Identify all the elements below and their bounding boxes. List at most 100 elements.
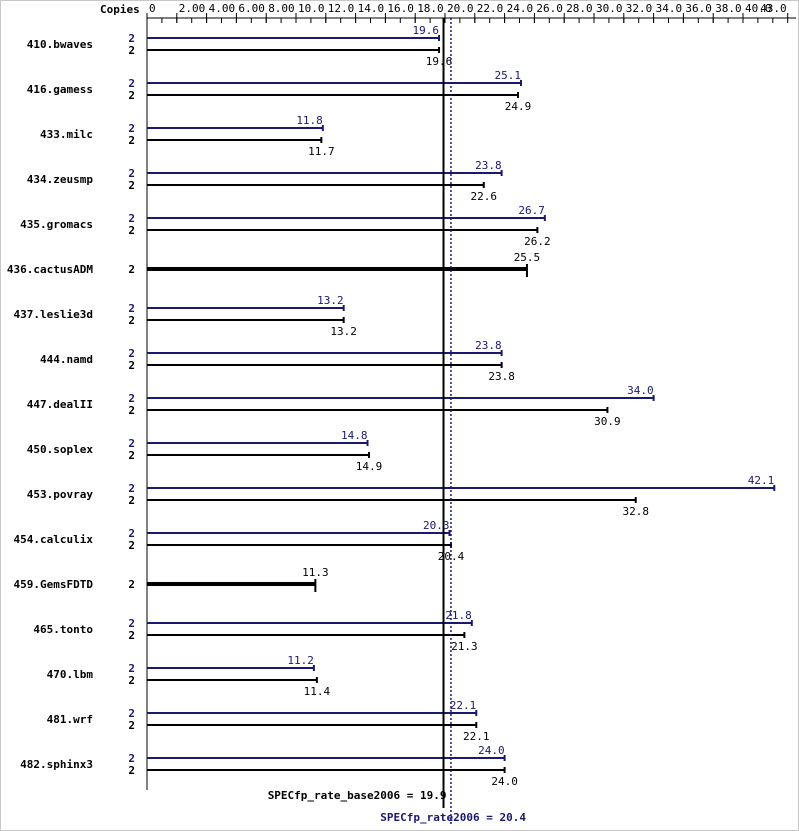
x-axis: 0 2.00 4.00 6.00 8.00 10.0 12.0 14.0 16.0 18.0 20.…	[146, 2, 796, 790]
benchmark-name: 447.dealII	[27, 398, 93, 411]
benchmark-name: 482.sphinx3	[20, 758, 93, 771]
x-tick-label: 26.0	[536, 2, 563, 15]
benchmark-row: 410.bwaves 2 19.6 2 19.6	[27, 24, 453, 68]
benchmark-name: 481.wrf	[47, 713, 93, 726]
base-copies: 2	[128, 404, 135, 417]
peak-value-label: 23.8	[475, 339, 502, 352]
peak-copies: 2	[128, 122, 135, 135]
peak-value-label: 25.1	[494, 69, 521, 82]
peak-copies: 2	[128, 527, 135, 540]
base-value-label: 26.2	[524, 235, 551, 248]
x-tick-label: 4.00	[209, 2, 236, 15]
x-tick-label: 43.0	[760, 2, 787, 15]
peak-value-label: 21.8	[445, 609, 472, 622]
x-tick-label: 28.0	[566, 2, 593, 15]
x-tick-label: 40.0	[745, 2, 772, 15]
benchmark-row: 447.dealII 2 34.0 2 30.9	[27, 384, 655, 428]
x-tick-label: 16.0	[387, 2, 414, 15]
base-copies: 2	[128, 449, 135, 462]
peak-copies: 2	[128, 707, 135, 720]
base-value-label: 11.4	[304, 685, 331, 698]
base-copies: 2	[128, 719, 135, 732]
benchmark-name: 453.povray	[27, 488, 94, 501]
x-tick-label: 36.0	[685, 2, 712, 15]
base-copies: 2	[128, 764, 135, 777]
peak-reference-label: SPECfp_rate2006 = 20.4	[380, 811, 526, 824]
peak-copies: 2	[128, 302, 135, 315]
benchmark-row: 453.povray 2 42.1 2 32.8	[27, 474, 776, 518]
benchmark-name: 437.leslie3d	[14, 308, 93, 321]
base-value-label: 11.3	[302, 566, 329, 579]
x-tick-label: 38.0	[715, 2, 742, 15]
benchmark-name: 465.tonto	[33, 623, 93, 636]
benchmark-name: 410.bwaves	[27, 38, 93, 51]
base-copies: 2	[128, 359, 135, 372]
reference-lines: SPECfp_rate_base2006 = 19.9 SPECfp_rate20…	[268, 18, 526, 824]
base-copies: 2	[128, 494, 135, 507]
peak-value-label: 20.3	[423, 519, 450, 532]
x-tick-label: 12.0	[328, 2, 355, 15]
benchmark-row: 450.soplex 2 14.8 2 14.9	[27, 429, 382, 473]
benchmark-name: 433.milc	[40, 128, 93, 141]
base-value-label: 30.9	[594, 415, 621, 428]
benchmark-row: 435.gromacs 2 26.7 2 26.2	[20, 204, 550, 248]
peak-value-label: 14.8	[341, 429, 368, 442]
benchmark-row: 433.milc 2 11.8 2 11.7	[40, 114, 335, 158]
benchmark-name: 454.calculix	[14, 533, 94, 546]
peak-copies: 2	[128, 437, 135, 450]
peak-value-label: 11.2	[287, 654, 314, 667]
peak-copies: 2	[128, 662, 135, 675]
peak-value-label: 42.1	[748, 474, 775, 487]
benchmark-row: 465.tonto 2 21.8 2 21.3	[33, 609, 477, 653]
x-tick-label: 10.0	[298, 2, 325, 15]
base-value-label: 24.0	[491, 775, 518, 788]
peak-value-label: 34.0	[627, 384, 654, 397]
base-copies: 2	[128, 89, 135, 102]
base-value-label: 25.5	[514, 251, 541, 264]
x-tick-label: 34.0	[656, 2, 683, 15]
x-tick-label: 24.0	[507, 2, 533, 15]
base-value-label: 11.7	[308, 145, 335, 158]
peak-copies: 2	[128, 212, 135, 225]
benchmark-row: 436.cactusADM 2 25.5	[7, 251, 540, 277]
benchmark-row: 481.wrf 2 22.1 2 22.1	[47, 699, 490, 743]
peak-copies: 2	[128, 347, 135, 360]
benchmark-row: 416.gamess 2 25.1 2 24.9	[27, 69, 531, 113]
x-tick-label: 8.00	[268, 2, 295, 15]
peak-copies: 2	[128, 752, 135, 765]
x-tick-label: 14.0	[358, 2, 385, 15]
base-copies: 2	[128, 263, 135, 276]
x-tick-label: 18.0	[417, 2, 444, 15]
x-tick-label: 22.0	[477, 2, 504, 15]
benchmark-name: 416.gamess	[27, 83, 93, 96]
benchmark-name: 434.zeusmp	[27, 173, 94, 186]
base-value-label: 23.8	[488, 370, 515, 383]
benchmark-row: 444.namd 2 23.8 2 23.8	[40, 339, 515, 383]
base-copies: 2	[128, 134, 135, 147]
peak-value-label: 13.2	[317, 294, 344, 307]
copies-header: Copies	[100, 3, 140, 16]
x-tick-label: 32.0	[626, 2, 653, 15]
base-value-label: 21.3	[451, 640, 478, 653]
benchmark-name: 435.gromacs	[20, 218, 93, 231]
base-value-label: 22.6	[470, 190, 497, 203]
base-value-label: 19.6	[426, 55, 453, 68]
base-value-label: 24.9	[505, 100, 532, 113]
base-value-label: 13.2	[330, 325, 357, 338]
peak-copies: 2	[128, 617, 135, 630]
benchmark-row: 470.lbm 2 11.2 2 11.4	[47, 654, 331, 698]
base-reference-label: SPECfp_rate_base2006 = 19.9	[268, 789, 447, 802]
base-copies: 2	[128, 539, 135, 552]
benchmark-name: 459.GemsFDTD	[14, 578, 94, 591]
benchmark-row: 437.leslie3d 2 13.2 2 13.2	[14, 294, 357, 338]
x-tick-label: 30.0	[596, 2, 623, 15]
base-copies: 2	[128, 224, 135, 237]
base-copies: 2	[128, 629, 135, 642]
peak-value-label: 23.8	[475, 159, 502, 172]
peak-copies: 2	[128, 32, 135, 45]
benchmark-row: 459.GemsFDTD 2 11.3	[14, 566, 329, 592]
benchmark-rows: 410.bwaves 2 19.6 2 19.6 416.gamess 2 25.1 2 24.9…	[7, 24, 776, 788]
peak-value-label: 26.7	[518, 204, 545, 217]
